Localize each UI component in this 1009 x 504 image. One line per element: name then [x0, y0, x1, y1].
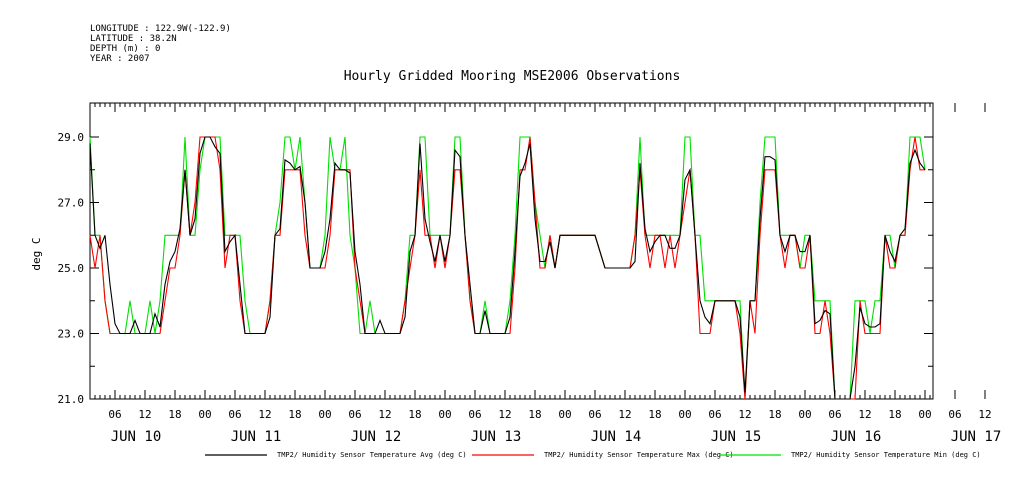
x-tick-label: 18 [648, 408, 661, 421]
x-tick-label: 06 [828, 408, 841, 421]
x-tick-label: 12 [498, 408, 511, 421]
x-day-label: JUN 12 [351, 429, 402, 445]
x-tick-label: 00 [678, 408, 691, 421]
x-tick-label: 18 [528, 408, 541, 421]
x-tick-label: 06 [108, 408, 121, 421]
longitude-label: LONGITUDE : 122.9W(-122.9) [90, 24, 231, 34]
series-layer [89, 136, 926, 400]
year-label: YEAR : 2007 [90, 54, 150, 64]
axis-ticks: 06 12 18 00 06 12 18 00 06 12 18 00 06 12 18 00 06 12 18 00… [58, 103, 1009, 445]
max-series-line [89, 136, 925, 400]
legend: TMP2/ Humidity Sensor Temperature Avg (d… [205, 451, 981, 459]
legend-item-max-label: TMP2/ Humidity Sensor Temperature Max (d… [544, 451, 734, 459]
avg-series-line [89, 136, 926, 400]
x-tick-label: 00 [558, 408, 571, 421]
legend-item-avg-label: TMP2/ Humidity Sensor Temperature Avg (d… [277, 451, 467, 459]
y-axis-label: deg C [30, 237, 43, 270]
x-day-label: JUN 15 [711, 429, 762, 445]
x-tick-label: 00 [438, 408, 451, 421]
x-day-label: JUN 17 [951, 429, 1002, 445]
x-tick-label: 12 [618, 408, 631, 421]
x-tick-label: 06 [348, 408, 361, 421]
x-tick-label: 18 [888, 408, 901, 421]
y-tick-label: 27.0 [58, 197, 85, 210]
y-tick-label: 29.0 [58, 131, 85, 144]
x-tick-label: 12 [258, 408, 271, 421]
x-day-label: JUN 14 [591, 429, 642, 445]
x-tick-label: 12 [858, 408, 871, 421]
plot-frame [89, 102, 934, 400]
chart-title: Hourly Gridded Mooring MSE2006 Observati… [344, 69, 681, 84]
y-tick-label: 23.0 [58, 328, 85, 341]
y-tick-label: 21.0 [58, 393, 85, 406]
x-tick-label: 06 [948, 408, 961, 421]
x-tick-label: 18 [288, 408, 301, 421]
depth-label: DEPTH (m) : 0 [90, 44, 160, 54]
x-tick-label: 00 [798, 408, 811, 421]
x-tick-label: 06 [468, 408, 481, 421]
x-tick-label: 12 [378, 408, 391, 421]
x-tick-label: 06 [708, 408, 721, 421]
x-tick-label: 00 [198, 408, 211, 421]
x-tick-label: 12 [978, 408, 991, 421]
y-tick-label: 25.0 [58, 262, 85, 275]
legend-item-min-label: TMP2/ Humidity Sensor Temperature Min (d… [791, 451, 981, 459]
x-day-label: JUN 13 [471, 429, 522, 445]
x-day-label: JUN 16 [831, 429, 882, 445]
x-tick-label: 18 [768, 408, 781, 421]
x-tick-label: 00 [318, 408, 331, 421]
x-tick-label: 00 [918, 408, 931, 421]
x-day-label: JUN 10 [111, 429, 162, 445]
x-tick-label: 18 [168, 408, 181, 421]
x-tick-label: 06 [228, 408, 241, 421]
x-tick-label: 18 [408, 408, 421, 421]
x-tick-label: 06 [588, 408, 601, 421]
x-tick-label: 12 [138, 408, 151, 421]
latitude-label: LATITUDE : 38.2N [90, 34, 177, 44]
x-tick-label: 12 [738, 408, 751, 421]
x-day-label: JUN 11 [231, 429, 282, 445]
